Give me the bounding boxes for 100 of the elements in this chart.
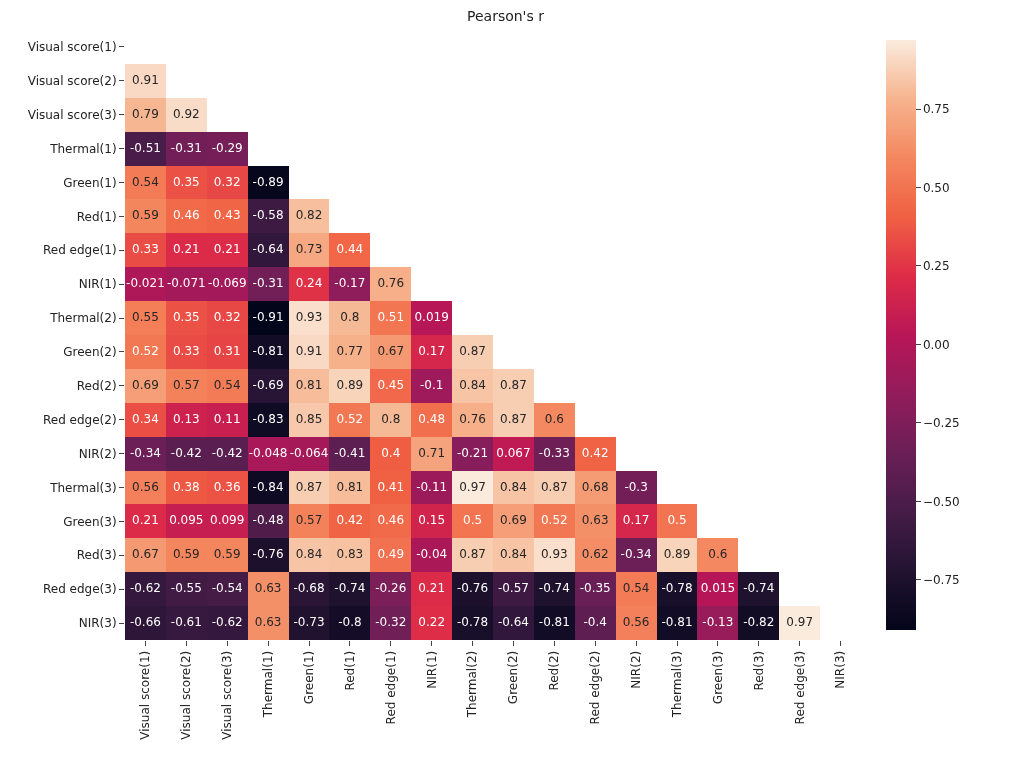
data-label: 0.067 [496, 445, 531, 460]
data-label: -0.68 [293, 581, 325, 596]
data-label: -0.66 [129, 615, 161, 630]
color-bar-label: 0.00 [922, 337, 950, 352]
data-label: 0.21 [418, 581, 446, 596]
data-label: -0.064 [289, 445, 329, 460]
data-label: 0.35 [172, 174, 200, 189]
data-label: -0.11 [416, 479, 448, 494]
data-label: 0.31 [213, 343, 241, 358]
data-label: 0.42 [336, 513, 364, 528]
data-label: -0.021 [126, 276, 165, 291]
data-label: 0.48 [418, 411, 446, 426]
data-label: -0.82 [743, 615, 775, 630]
y-tick-label: Red edge(3) [42, 582, 117, 597]
y-tick-label: Red edge(1) [42, 243, 117, 258]
data-label: 0.89 [663, 547, 691, 562]
data-label: 0.17 [622, 513, 650, 528]
data-label: 0.45 [377, 377, 405, 392]
x-tick-label: Red edge(2) [588, 650, 603, 725]
data-label: 0.81 [295, 377, 323, 392]
data-label: -0.31 [170, 140, 202, 155]
data-label: 0.87 [295, 479, 323, 494]
data-label: -0.51 [129, 140, 161, 155]
data-label: 0.38 [172, 479, 200, 494]
x-tick-label: Red edge(1) [383, 650, 398, 725]
x-tick-label: Thermal(3) [669, 650, 684, 719]
x-tick-label: Thermal(2) [465, 650, 480, 719]
data-label: 0.84 [500, 547, 527, 562]
data-label: 0.17 [418, 343, 446, 358]
data-label: -0.3 [624, 479, 648, 494]
data-label: 0.24 [295, 276, 323, 291]
data-label: 0.89 [336, 377, 364, 392]
data-label: 0.095 [169, 513, 204, 528]
data-label: -0.76 [252, 547, 284, 562]
data-label: 0.21 [172, 242, 200, 257]
data-label: 0.54 [213, 377, 241, 392]
y-tick-label: Visual score(1) [27, 40, 117, 55]
data-label: 0.41 [377, 479, 405, 494]
data-label: 0.87 [459, 547, 486, 562]
data-label: 0.87 [500, 411, 527, 426]
data-label: -0.81 [252, 343, 284, 358]
data-label: 0.11 [213, 411, 241, 426]
data-label: -0.42 [170, 445, 202, 460]
data-label: 0.79 [132, 106, 159, 121]
data-label: 0.46 [377, 513, 405, 528]
data-label: 0.68 [581, 479, 609, 494]
data-label: 0.4 [381, 445, 401, 460]
data-label: 0.85 [295, 411, 323, 426]
data-label: 0.33 [132, 242, 159, 257]
data-label: 0.56 [132, 479, 159, 494]
x-tick-label: Visual score(3) [220, 650, 235, 740]
data-label: 0.6 [708, 547, 728, 562]
data-label: 0.67 [132, 547, 159, 562]
data-label: 0.56 [622, 615, 650, 630]
data-label: 0.54 [622, 581, 650, 596]
data-label: 0.84 [459, 377, 486, 392]
data-label: 0.92 [172, 106, 200, 121]
y-tick-label: NIR(3) [78, 616, 117, 631]
data-label: 0.32 [213, 174, 241, 189]
data-label: -0.069 [207, 276, 247, 291]
data-label: 0.52 [540, 513, 568, 528]
data-label: 0.87 [459, 343, 486, 358]
data-label: 0.51 [377, 310, 405, 325]
data-label: -0.34 [129, 445, 161, 460]
data-label: -0.41 [334, 445, 366, 460]
x-tick-label: Visual score(2) [179, 650, 194, 740]
data-label: 0.019 [414, 310, 449, 325]
data-label: 0.76 [377, 276, 405, 291]
y-tick-label: Thermal(3) [49, 480, 117, 495]
x-tick-label: Red edge(3) [792, 650, 807, 725]
data-label: 0.59 [172, 547, 200, 562]
data-label: -0.78 [457, 615, 489, 630]
data-label: 0.32 [213, 310, 241, 325]
data-label: 0.91 [132, 72, 159, 87]
data-label: -0.62 [129, 581, 161, 596]
x-tick-label: Red(3) [751, 650, 766, 691]
data-label: 0.015 [700, 581, 736, 596]
y-tick-label: Visual score(2) [27, 74, 117, 89]
data-label: -0.73 [293, 615, 325, 630]
data-label: 0.42 [581, 445, 609, 460]
y-tick-label: NIR(2) [78, 446, 117, 461]
data-label: 0.73 [295, 242, 323, 257]
chart-title: Pearson's r [467, 8, 545, 25]
data-label: -0.048 [248, 445, 288, 460]
data-label: 0.71 [418, 445, 446, 460]
data-label: 0.44 [336, 242, 364, 257]
data-label: -0.64 [497, 615, 529, 630]
data-label: 0.77 [336, 343, 364, 358]
color-bar-label: −0.50 [922, 494, 960, 509]
data-label: -0.21 [457, 445, 489, 460]
data-label: -0.8 [338, 615, 362, 630]
data-label: -0.071 [166, 276, 206, 291]
data-label: 0.63 [254, 615, 282, 630]
data-label: 0.67 [377, 343, 405, 358]
data-label: 0.83 [336, 547, 364, 562]
data-label: -0.78 [661, 581, 693, 596]
color-bar-label: −0.25 [922, 416, 960, 431]
data-label: 0.52 [132, 343, 159, 358]
data-label: -0.61 [170, 615, 202, 630]
data-label: 0.76 [459, 411, 486, 426]
